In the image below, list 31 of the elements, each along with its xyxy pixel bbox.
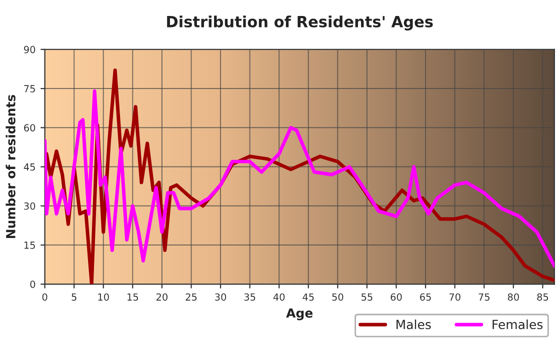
x-tick-label: 65 <box>420 293 431 301</box>
x-tick-label: 5 <box>72 293 76 301</box>
line-series <box>44 89 554 268</box>
y-tick-label: 75 <box>24 85 35 92</box>
x-tick-label: 60 <box>390 293 402 301</box>
x-tick-label: 35 <box>244 293 256 301</box>
x-tick-label: 50 <box>332 293 344 301</box>
x-tick-label: 75 <box>478 293 490 301</box>
x-tick-label: 45 <box>302 293 314 301</box>
x-tick-label: 15 <box>128 293 138 301</box>
x-tick-label: 20 <box>156 293 168 301</box>
y-tick-label: 15 <box>24 242 35 249</box>
y-axis-title: Number of residents <box>6 94 16 238</box>
x-axis-title: Age <box>286 308 313 320</box>
x-tick-label: 25 <box>186 293 197 301</box>
x-tick-label: 80 <box>508 293 519 301</box>
legend-label: Females <box>492 320 543 330</box>
x-tick-label: 70 <box>449 293 460 301</box>
y-tick-label: 60 <box>24 124 36 132</box>
x-tick-label: 85 <box>537 293 548 301</box>
y-tick-label: 0 <box>30 280 36 288</box>
y-tick-label: 90 <box>24 46 36 54</box>
y-tick-label: 45 <box>24 163 35 171</box>
x-tick-label: 40 <box>273 293 285 301</box>
x-tick-label: 10 <box>98 293 109 301</box>
chart-title: Distribution of Residents' Ages <box>167 16 433 30</box>
x-tick-label: 30 <box>215 293 226 301</box>
legend-label: Males <box>396 320 431 330</box>
x-tick-label: 55 <box>362 293 372 301</box>
x-tick-label: 0 <box>42 293 48 301</box>
y-tick-label: 30 <box>24 202 36 210</box>
